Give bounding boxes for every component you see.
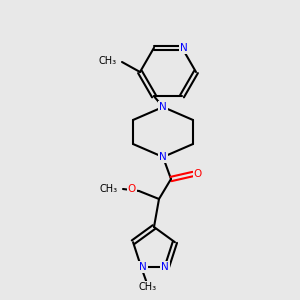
- Text: N: N: [159, 152, 167, 162]
- Text: O: O: [194, 169, 202, 179]
- Text: N: N: [159, 102, 167, 112]
- Text: N: N: [180, 43, 188, 53]
- Text: CH₃: CH₃: [99, 56, 117, 66]
- Text: O: O: [128, 184, 136, 194]
- Text: N: N: [161, 262, 169, 272]
- Text: N: N: [139, 262, 147, 272]
- Text: CH₃: CH₃: [138, 282, 156, 292]
- Text: CH₃: CH₃: [100, 184, 118, 194]
